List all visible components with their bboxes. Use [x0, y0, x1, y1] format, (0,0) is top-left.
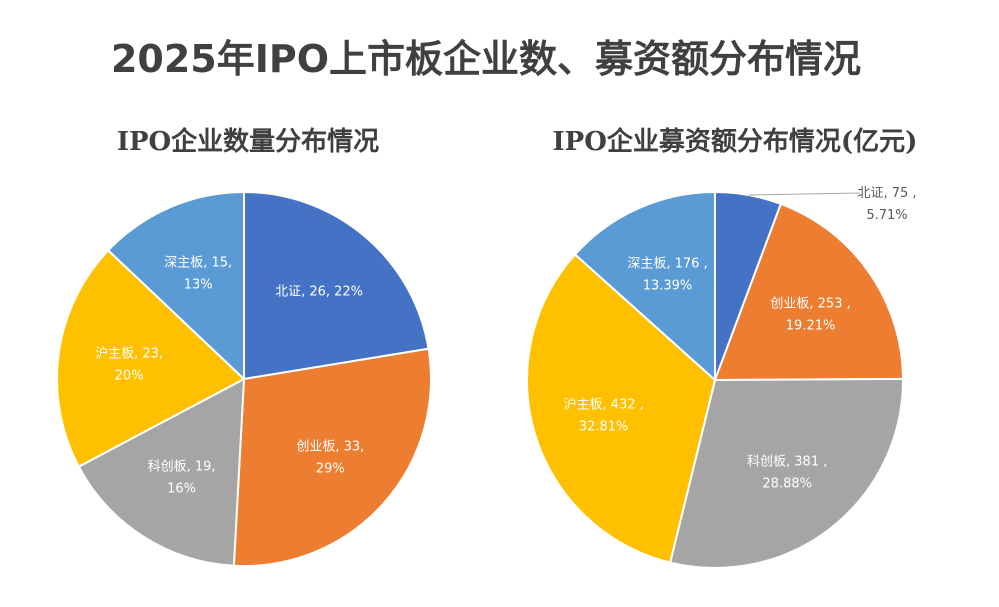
pie-slice [573, 190, 716, 383]
data-label: 创业板, 253 , 19.21% [770, 296, 850, 333]
pie-slice [232, 347, 432, 567]
data-label: 沪主板, 23, 20% [95, 345, 163, 383]
chart-title: IPO企业数量分布情况 [117, 126, 379, 157]
pie-slice [243, 190, 430, 381]
pie-slice [56, 248, 246, 468]
main-title: 2025年IPO上市板企业数、募资额分布情况 [111, 37, 861, 81]
pie-slice [77, 377, 246, 567]
chart-title: IPO企业募资额分布情况(亿元) [553, 126, 918, 157]
data-label: 科创板, 19, 16% [148, 460, 216, 497]
data-label: 北证, 75 , 5.71% [857, 186, 916, 223]
pie-slice [106, 190, 245, 382]
data-label: 科创板, 381 , 28.88% [747, 455, 827, 492]
data-label: 创业板, 33, 29% [296, 439, 364, 476]
data-label: 北证, 26, 22% [275, 285, 363, 300]
pie-slice [668, 377, 904, 569]
data-label: 沪主板, 432 , 32.81% [563, 396, 643, 434]
leader-line [748, 192, 861, 196]
pie-slice [526, 253, 717, 564]
data-label: 深主板, 176 , 13.39% [627, 257, 707, 294]
data-label: 深主板, 15, 13% [164, 255, 232, 292]
pie-slice [713, 202, 905, 382]
